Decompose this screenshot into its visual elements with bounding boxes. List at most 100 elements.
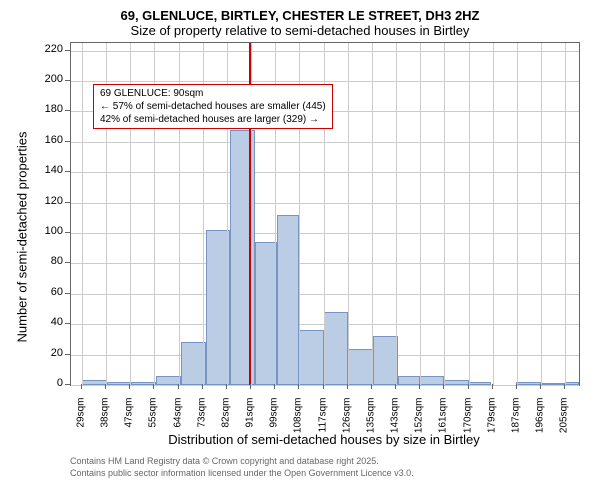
gridline-v (372, 43, 373, 385)
y-tick-mark (65, 110, 70, 111)
x-tick-label: 196sqm (535, 398, 546, 448)
x-tick-mark (178, 384, 179, 389)
x-tick-mark (105, 384, 106, 389)
x-tick-label: 179sqm (486, 398, 497, 448)
annotation-line2: ← 57% of semi-detached houses are smalle… (100, 100, 326, 113)
y-tick-mark (65, 141, 70, 142)
attribution-line1: Contains HM Land Registry data © Crown c… (70, 456, 414, 468)
x-tick-label: 99sqm (269, 398, 280, 448)
annotation-line1: 69 GLENLUCE: 90sqm (100, 87, 326, 100)
x-tick-mark (540, 384, 541, 389)
gridline-v (541, 43, 542, 385)
y-tick-mark (65, 171, 70, 172)
x-tick-mark (226, 384, 227, 389)
y-tick-label: 40 (37, 316, 63, 328)
x-tick-mark (274, 384, 275, 389)
x-tick-mark (516, 384, 517, 389)
histogram-bar (107, 382, 132, 385)
x-tick-label: 82sqm (220, 398, 231, 448)
x-tick-label: 152sqm (414, 398, 425, 448)
x-tick-label: 161sqm (438, 398, 449, 448)
x-tick-label: 29sqm (75, 398, 86, 448)
x-tick-mark (250, 384, 251, 389)
x-tick-label: 187sqm (510, 398, 521, 448)
gridline-h (71, 294, 579, 295)
y-axis-label: Number of semi-detached properties (15, 83, 30, 343)
y-tick-label: 0 (37, 377, 63, 389)
histogram-bar (299, 330, 324, 385)
gridline-h (71, 142, 579, 143)
y-tick-label: 20 (37, 347, 63, 359)
gridline-h (71, 385, 579, 386)
histogram-bar (277, 215, 299, 385)
histogram-bar (420, 376, 445, 385)
x-tick-mark (564, 384, 565, 389)
gridline-v (517, 43, 518, 385)
gridline-h (71, 233, 579, 234)
y-tick-mark (65, 354, 70, 355)
x-tick-label: 108sqm (293, 398, 304, 448)
histogram-bar (324, 312, 349, 385)
x-tick-mark (371, 384, 372, 389)
gridline-v (82, 43, 83, 385)
gridline-v (493, 43, 494, 385)
x-tick-mark (323, 384, 324, 389)
x-tick-mark (443, 384, 444, 389)
y-tick-mark (65, 384, 70, 385)
gridline-v (444, 43, 445, 385)
x-tick-mark (347, 384, 348, 389)
y-tick-mark (65, 80, 70, 81)
x-tick-label: 38sqm (100, 398, 111, 448)
x-tick-mark (298, 384, 299, 389)
title-line2: Size of property relative to semi-detach… (0, 23, 600, 38)
y-tick-label: 60 (37, 286, 63, 298)
x-tick-mark (492, 384, 493, 389)
histogram-bar (82, 380, 107, 385)
histogram-bar (131, 382, 156, 385)
x-tick-label: 64sqm (172, 398, 183, 448)
x-tick-label: 117sqm (317, 398, 328, 448)
histogram-bar (373, 336, 398, 385)
attribution-line2: Contains public sector information licen… (70, 468, 414, 480)
gridline-v (396, 43, 397, 385)
x-tick-label: 205sqm (559, 398, 570, 448)
gridline-v (565, 43, 566, 385)
x-tick-mark (153, 384, 154, 389)
histogram-bar (398, 376, 420, 385)
y-tick-mark (65, 293, 70, 294)
histogram-bar (565, 382, 579, 385)
x-tick-label: 73sqm (196, 398, 207, 448)
histogram-bar (444, 380, 469, 385)
histogram-bar (469, 382, 491, 385)
annotation-box: 69 GLENLUCE: 90sqm← 57% of semi-detached… (93, 84, 333, 129)
gridline-v (348, 43, 349, 385)
x-tick-mark (81, 384, 82, 389)
x-tick-mark (395, 384, 396, 389)
gridline-v (469, 43, 470, 385)
x-tick-label: 170sqm (462, 398, 473, 448)
y-tick-label: 220 (37, 43, 63, 55)
gridline-v (420, 43, 421, 385)
gridline-h (71, 51, 579, 52)
y-tick-label: 160 (37, 134, 63, 146)
y-tick-mark (65, 232, 70, 233)
gridline-h (71, 203, 579, 204)
gridline-h (71, 172, 579, 173)
chart-titles: 69, GLENLUCE, BIRTLEY, CHESTER LE STREET… (0, 8, 600, 38)
y-tick-label: 100 (37, 225, 63, 237)
x-tick-label: 47sqm (124, 398, 135, 448)
x-tick-mark (419, 384, 420, 389)
y-tick-mark (65, 262, 70, 263)
histogram-bar (255, 242, 277, 385)
histogram-bar (516, 382, 541, 385)
y-tick-mark (65, 323, 70, 324)
x-tick-label: 143sqm (390, 398, 401, 448)
y-tick-label: 140 (37, 164, 63, 176)
plot-area: 69 GLENLUCE: 90sqm← 57% of semi-detached… (70, 42, 580, 386)
x-tick-mark (129, 384, 130, 389)
attribution-text: Contains HM Land Registry data © Crown c… (70, 456, 414, 479)
x-tick-label: 55sqm (148, 398, 159, 448)
histogram-bar (348, 349, 373, 385)
x-tick-label: 135sqm (365, 398, 376, 448)
title-line1: 69, GLENLUCE, BIRTLEY, CHESTER LE STREET… (0, 8, 600, 23)
